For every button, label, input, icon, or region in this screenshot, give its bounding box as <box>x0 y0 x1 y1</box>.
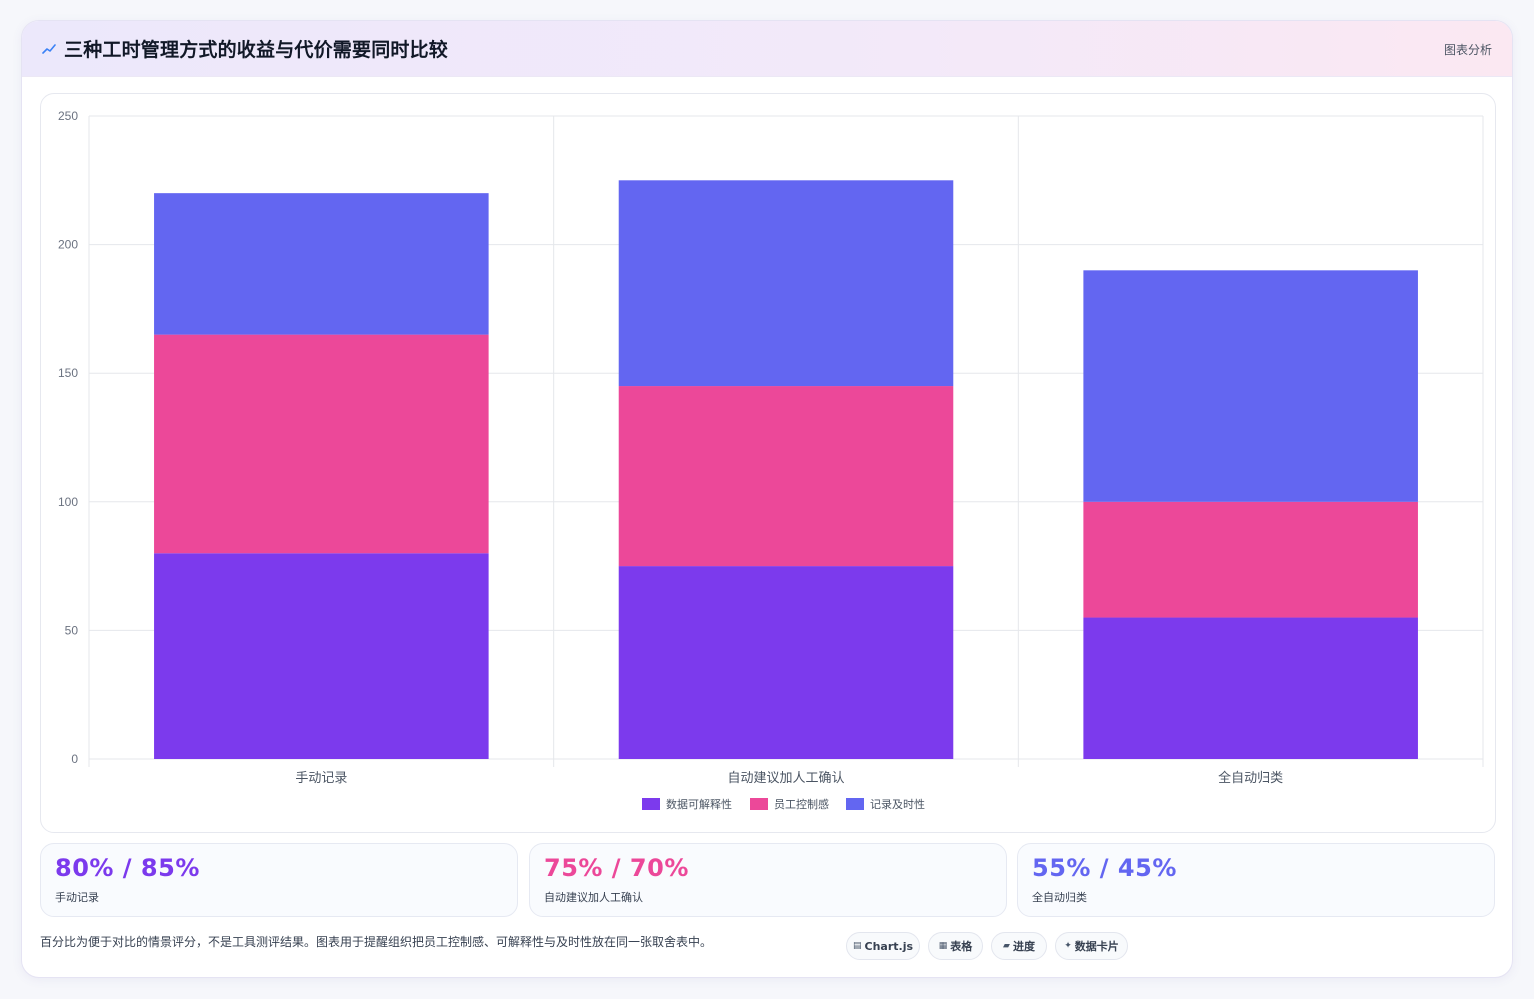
stat-value: 75% / 70% <box>544 854 689 882</box>
chip-progress[interactable]: ▰ 进度 <box>991 932 1047 960</box>
chip-label: 进度 <box>1012 940 1035 953</box>
y-tick-label: 50 <box>65 623 79 637</box>
x-tick-label: 手动记录 <box>295 771 347 786</box>
y-tick-label: 0 <box>71 752 78 766</box>
legend-swatch <box>846 798 864 810</box>
bar-segment[interactable] <box>618 180 954 387</box>
y-tick-label: 100 <box>58 495 78 509</box>
y-tick-label: 150 <box>58 366 78 380</box>
stat-label: 自动建议加人工确认 <box>544 891 643 904</box>
footnote: 百分比为便于对比的情景评分，不是工具测评结果。图表用于提醒组织把员工控制感、可解… <box>40 935 713 949</box>
stat-value: 55% / 45% <box>1032 854 1177 882</box>
bar-segment[interactable] <box>618 386 954 567</box>
bar-segment[interactable] <box>1083 270 1418 502</box>
legend-label: 员工控制感 <box>774 797 829 811</box>
legend-swatch <box>642 798 660 810</box>
bar-segment[interactable] <box>1083 501 1418 618</box>
stat-cards: 80% / 85% 手动记录 75% / 70% 自动建议加人工确认 55% /… <box>40 843 1496 917</box>
legend-label: 数据可解释性 <box>666 797 732 811</box>
legend-label: 记录及时性 <box>870 797 925 811</box>
stat-value: 80% / 85% <box>55 854 200 882</box>
chip-label: Chart.js <box>864 939 914 953</box>
x-tick-label: 全自动归类 <box>1218 770 1283 786</box>
bar-segment[interactable] <box>154 553 489 759</box>
stat-label: 手动记录 <box>55 891 99 904</box>
stat-card-automatic: 55% / 45% 全自动归类 <box>1017 843 1495 917</box>
table-icon: ▦ <box>938 941 948 951</box>
page-title: 三种工时管理方式的收益与代价需要同时比较 <box>64 39 449 61</box>
bar-segment[interactable] <box>618 566 954 759</box>
plot-panel: 0 50 100 150 200 250 手动记录 自动建议加人工确认 全自动归类数据可解释性 员… <box>40 93 1496 833</box>
chip-table[interactable]: ▦ 表格 <box>928 932 983 960</box>
x-tick-label: 自动建议加人工确认 <box>727 771 844 786</box>
bar-segment[interactable] <box>154 193 489 335</box>
card-header: 三种工时管理方式的收益与代价需要同时比较 图表分析 <box>22 21 1512 77</box>
y-tick-label: 250 <box>58 109 78 123</box>
bar-segment[interactable] <box>154 334 489 554</box>
chart-analysis-tag: 图表分析 <box>1443 43 1492 57</box>
stat-card-manual: 80% / 85% 手动记录 <box>40 843 518 917</box>
progress-icon: ▰ <box>1003 941 1010 951</box>
chip-label: 数据卡片 <box>1074 940 1119 953</box>
trend-line-icon <box>42 44 56 54</box>
bar-segment[interactable] <box>1083 617 1418 759</box>
chip-data-card[interactable]: ✦ 数据卡片 <box>1055 932 1128 960</box>
chip-chartjs[interactable]: ▤ Chart.js <box>846 932 920 960</box>
stat-card-assisted: 75% / 70% 自动建议加人工确认 <box>529 843 1007 917</box>
legend-swatch <box>750 798 768 810</box>
stat-label: 全自动归类 <box>1032 891 1087 904</box>
y-tick-label: 200 <box>58 238 78 252</box>
chart-card: 三种工时管理方式的收益与代价需要同时比较 图表分析 0 50 100 150 200 25… <box>21 20 1513 978</box>
sparkle-icon: ✦ <box>1064 941 1072 951</box>
chip-label: 表格 <box>950 940 973 953</box>
chart-icon: ▤ <box>852 941 862 951</box>
